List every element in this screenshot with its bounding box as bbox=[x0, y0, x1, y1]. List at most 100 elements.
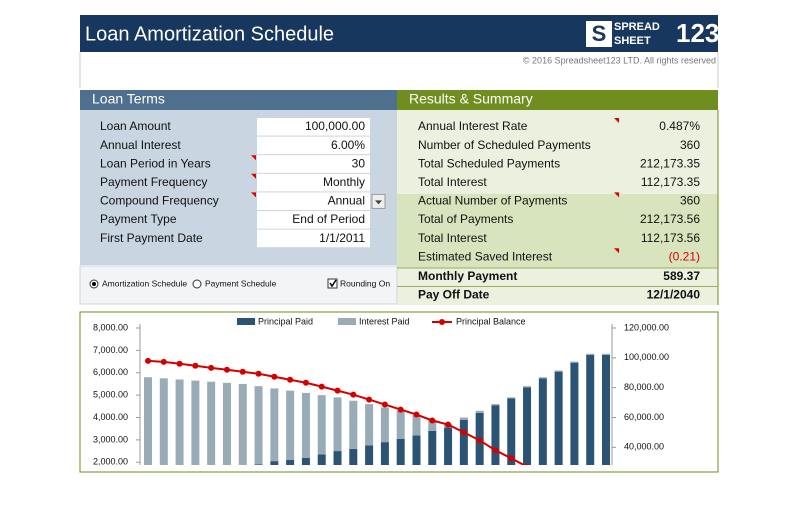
legend-swatch bbox=[237, 318, 255, 325]
result-value: 112,173.56 bbox=[641, 231, 700, 245]
chart: 2,000.00 3,000.00 4,000.00 5,000.00 6,000.00… bbox=[93, 316, 669, 500]
comment-flag bbox=[251, 155, 256, 161]
bar-segment bbox=[207, 381, 216, 465]
copyright: © 2016 Spreadsheet123 LTD. All rights re… bbox=[523, 55, 716, 65]
bar-segment bbox=[538, 377, 547, 379]
field-label: Loan Amount bbox=[100, 119, 171, 133]
input-cell[interactable] bbox=[257, 192, 370, 210]
bar-segment bbox=[159, 378, 168, 465]
legend-swatch bbox=[338, 318, 356, 325]
input-cell[interactable] bbox=[257, 155, 370, 173]
bar-segment bbox=[428, 419, 437, 431]
bar-segment bbox=[144, 480, 152, 500]
legend-dot bbox=[439, 319, 445, 325]
bar-segment bbox=[160, 478, 168, 500]
summary-label: Pay Off Date bbox=[418, 288, 490, 302]
input-cell[interactable] bbox=[257, 229, 370, 248]
result-label: Annual Interest Rate bbox=[418, 119, 528, 133]
result-label: Number of Scheduled Payments bbox=[418, 138, 591, 152]
field-value: Annual bbox=[328, 194, 365, 208]
balance-point bbox=[334, 387, 341, 394]
balance-point bbox=[524, 463, 530, 465]
field-value: 30 bbox=[352, 156, 366, 170]
result-value: 212,173.56 bbox=[640, 212, 700, 226]
balance-point bbox=[239, 368, 246, 375]
y2-tick-label: 60,000.00 bbox=[624, 412, 664, 422]
logo-s: S bbox=[592, 21, 607, 46]
summary-label: Monthly Payment bbox=[418, 269, 517, 283]
bar-segment bbox=[523, 387, 532, 465]
result-label: Total Interest bbox=[418, 175, 487, 189]
bar-segment bbox=[207, 471, 215, 500]
result-label: Total Scheduled Payments bbox=[418, 156, 560, 170]
bar-segment bbox=[475, 410, 484, 414]
balance-point bbox=[192, 362, 199, 369]
bar-segment bbox=[333, 451, 342, 465]
input-cell[interactable] bbox=[257, 173, 370, 192]
bar-segment bbox=[459, 419, 468, 465]
result-value: 360 bbox=[680, 138, 700, 152]
bar-segment bbox=[570, 361, 579, 363]
balance-point bbox=[160, 358, 167, 365]
bar-segment bbox=[396, 410, 405, 439]
balance-point bbox=[587, 497, 593, 500]
bar-segment bbox=[223, 469, 231, 500]
legend-label: Principal Paid bbox=[258, 316, 313, 326]
balance-point bbox=[445, 421, 452, 428]
bar-segment bbox=[602, 354, 610, 465]
result-value: (0.21) bbox=[669, 249, 700, 263]
balance-point bbox=[318, 383, 325, 390]
field-value: 1/1/2011 bbox=[319, 231, 365, 245]
y-tick-label: 4,000.00 bbox=[93, 412, 128, 422]
bar-segment bbox=[586, 353, 595, 355]
legend-label: Principal Balance bbox=[456, 316, 526, 326]
balance-point bbox=[287, 376, 294, 383]
summary-value: 12/1/2040 bbox=[647, 288, 701, 302]
input-cell[interactable] bbox=[257, 118, 370, 136]
radio[interactable] bbox=[192, 279, 202, 289]
bar-segment bbox=[523, 386, 532, 388]
bar-segment bbox=[191, 473, 199, 500]
input-cell[interactable] bbox=[257, 211, 370, 229]
comment-flag bbox=[251, 173, 256, 179]
bar-segment bbox=[491, 404, 500, 406]
field-value: End of Period bbox=[292, 212, 365, 226]
bar-segment bbox=[396, 438, 405, 465]
comment-flag bbox=[614, 248, 619, 254]
result-value: 360 bbox=[680, 194, 700, 208]
field-value: 6.00% bbox=[331, 138, 365, 152]
radio-dot bbox=[92, 282, 96, 286]
bar-segment bbox=[301, 457, 310, 465]
field-value: 100,000.00 bbox=[305, 119, 365, 133]
input-cell[interactable] bbox=[257, 136, 370, 155]
logo-number: 123 bbox=[676, 18, 719, 48]
logo-icon bbox=[586, 21, 612, 47]
y-tick-label: 7,000.00 bbox=[93, 345, 128, 355]
field-label: Compound Frequency bbox=[100, 194, 219, 208]
bar-segment bbox=[602, 353, 610, 355]
bar-segment bbox=[570, 362, 579, 465]
bar-segment bbox=[191, 380, 200, 465]
result-label: Estimated Saved Interest bbox=[418, 249, 553, 263]
bar-segment bbox=[254, 464, 263, 465]
bar-segment bbox=[175, 379, 184, 465]
result-value: 112,173.35 bbox=[641, 175, 700, 189]
bar-segment bbox=[365, 404, 374, 446]
option-label: Payment Schedule bbox=[205, 278, 277, 288]
result-value: 212,173.35 bbox=[640, 156, 700, 170]
bar-segment bbox=[349, 448, 358, 465]
bar-segment bbox=[144, 377, 152, 465]
bar-segment bbox=[176, 476, 184, 500]
bar-segment bbox=[491, 405, 500, 465]
result-value: 0.487% bbox=[659, 119, 700, 133]
balance-point bbox=[413, 411, 420, 418]
bar-segment bbox=[380, 407, 389, 443]
balance-point bbox=[255, 370, 262, 377]
bar-segment bbox=[412, 415, 421, 436]
checkbox[interactable] bbox=[327, 278, 338, 289]
loan-terms-header bbox=[80, 90, 397, 110]
balance-point bbox=[571, 489, 577, 495]
field-label: Annual Interest bbox=[100, 138, 181, 152]
